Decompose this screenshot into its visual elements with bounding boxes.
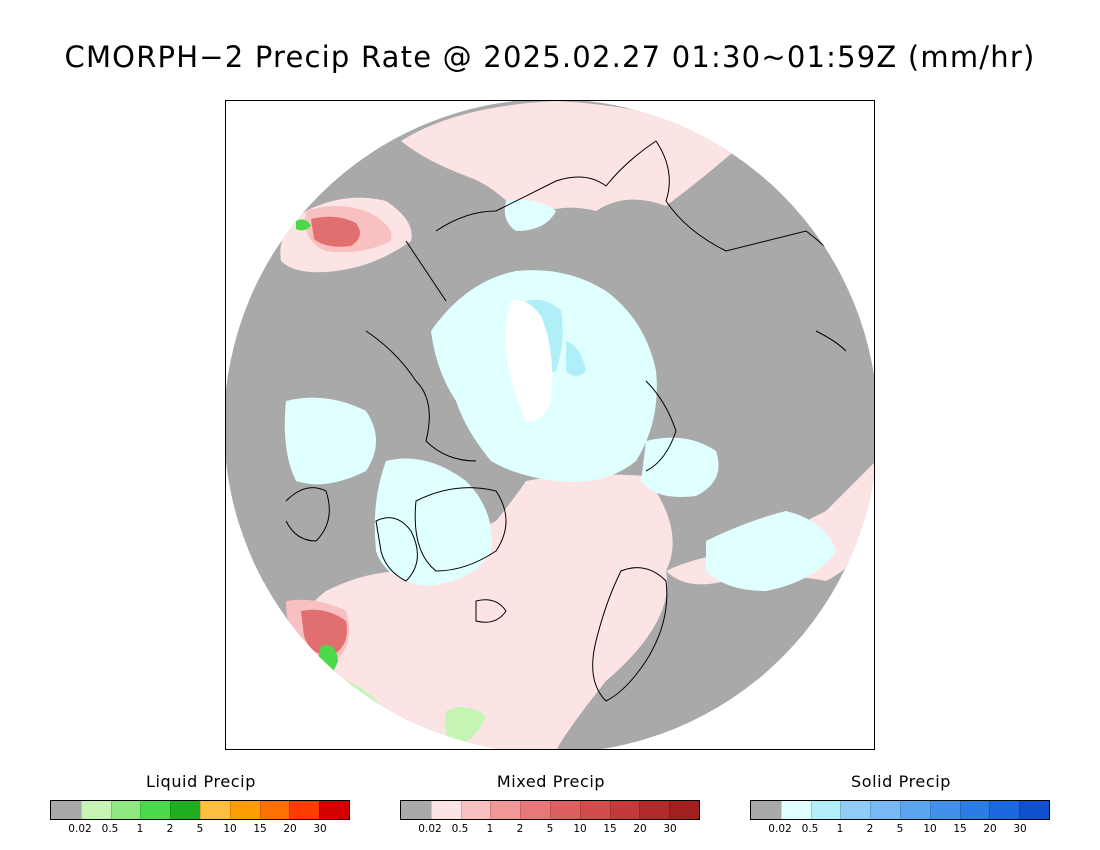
legend-swatch (51, 801, 81, 819)
legend-tick-label: 0.5 (101, 823, 119, 835)
legend-tick-label: 0.02 (418, 823, 442, 835)
legend-tick-label: 30 (1013, 823, 1027, 835)
map-panel (225, 100, 875, 750)
legend-swatch (460, 801, 491, 819)
legend-tick-label: 2 (866, 823, 874, 835)
legend-swatch (199, 801, 230, 819)
legend-swatch (579, 801, 610, 819)
legend-swatch (549, 801, 580, 819)
legend-swatch (899, 801, 930, 819)
map-title: CMORPH−2 Precip Rate @ 2025.02.27 01:30~… (64, 40, 1036, 74)
legend-swatch (959, 801, 990, 819)
legend-swatch (870, 801, 900, 819)
legend-tick-label: 0.02 (768, 823, 792, 835)
legend-swatch (490, 801, 521, 819)
legend-swatch (259, 801, 290, 819)
legend-tick-label: 5 (546, 823, 554, 835)
legend-title: Mixed Precip (496, 772, 606, 791)
legend-title: Liquid Precip (146, 772, 256, 791)
legend-tick-label: 30 (313, 823, 327, 835)
mixed-precip-legend: Mixed Precip 0.02 0.5 1 2 5 10 15 20 30 (400, 772, 702, 842)
legend-swatch (1019, 801, 1049, 819)
solid-precip-legend: Solid Precip 0.02 0.5 1 2 5 10 15 20 30 (750, 772, 1052, 842)
legend-tick-label: 0.02 (68, 823, 92, 835)
legend-tick-label: 10 (223, 823, 237, 835)
legend-tick-label: 1 (836, 823, 844, 835)
no-data-white-region (505, 300, 553, 422)
legend-swatch (840, 801, 871, 819)
legend-swatch (520, 801, 550, 819)
legend-swatch (289, 801, 320, 819)
legend-swatch (989, 801, 1020, 819)
legend-tick-label: 30 (663, 823, 677, 835)
legend-tick-label: 0.5 (801, 823, 819, 835)
polar-map (226, 101, 874, 749)
legend-tick-label: 0.5 (451, 823, 469, 835)
legend-tick-label: 15 (953, 823, 967, 835)
legend-tick-label: 1 (136, 823, 144, 835)
legend-tick-label: 15 (253, 823, 267, 835)
legend-swatch (639, 801, 670, 819)
legend-color-bar (50, 800, 350, 820)
liquid-precip-legend: Liquid Precip 0.02 0.5 1 2 5 10 15 20 30 (50, 772, 352, 842)
legend-swatch (110, 801, 141, 819)
legend-swatch (140, 801, 171, 819)
legend-swatch (780, 801, 811, 819)
legend-swatch (810, 801, 841, 819)
legend-tick-label: 20 (633, 823, 647, 835)
legend-swatch (609, 801, 640, 819)
legend-tick-label: 2 (516, 823, 524, 835)
legend-tick-label: 20 (983, 823, 997, 835)
legend-swatch (229, 801, 260, 819)
legend-title: Solid Precip (850, 772, 952, 791)
legend-tick-label: 15 (603, 823, 617, 835)
legend-swatch (751, 801, 781, 819)
legend-color-bar (400, 800, 700, 820)
legend-tick-label: 1 (486, 823, 494, 835)
mixed-precip-heavy-regions (301, 216, 360, 656)
legend-tick-label: 20 (283, 823, 297, 835)
legend-tick-label: 5 (896, 823, 904, 835)
legend-color-bar (750, 800, 1050, 820)
legend-swatch (170, 801, 200, 819)
legend-swatch (401, 801, 431, 819)
legend-tick-label: 5 (196, 823, 204, 835)
legend-swatch (669, 801, 699, 819)
legend-tick-label: 2 (166, 823, 174, 835)
legend-swatch (319, 801, 349, 819)
legend-swatch (430, 801, 461, 819)
legend-swatch (929, 801, 960, 819)
legend-swatch (80, 801, 111, 819)
legend-tick-label: 10 (923, 823, 937, 835)
legend-tick-label: 10 (573, 823, 587, 835)
